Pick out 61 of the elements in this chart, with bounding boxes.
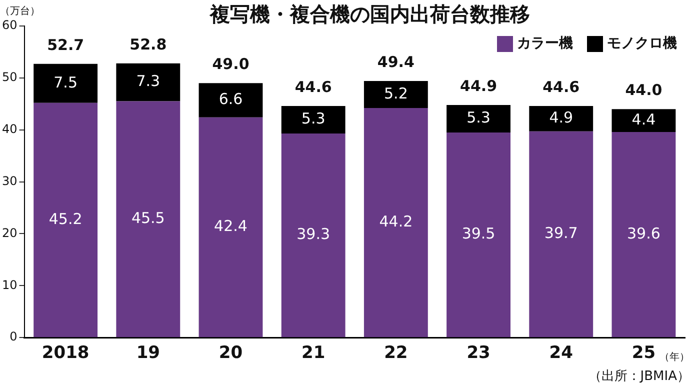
data-label: 7.5: [54, 73, 78, 92]
total-label: 44.6: [542, 78, 580, 96]
bar: [612, 132, 676, 338]
bar: [198, 83, 263, 118]
data-label: 39.6: [627, 224, 660, 242]
data-label: 39.5: [462, 224, 496, 243]
total-label: 49.0: [212, 55, 250, 74]
bar: [612, 109, 676, 132]
x-tick-label: 22: [384, 343, 408, 364]
y-tick-label: 40: [2, 122, 18, 136]
x-tick-label: 23: [466, 343, 490, 364]
bar: [446, 104, 510, 132]
data-label: 42.4: [214, 217, 248, 236]
x-tick-label: 19: [136, 343, 160, 364]
bar: [529, 131, 594, 338]
x-tick-label: 21: [302, 343, 326, 364]
total-label: 44.0: [625, 80, 662, 99]
bar: [34, 102, 98, 338]
data-label: 45.2: [48, 210, 82, 228]
bar: [364, 108, 428, 338]
data-label: 4.4: [632, 110, 656, 128]
data-label: 6.6: [218, 90, 243, 108]
total-label: 44.9: [460, 76, 498, 95]
data-label: 4.9: [549, 108, 574, 127]
bar: [364, 81, 428, 108]
data-label: 44.2: [379, 212, 413, 230]
x-tick-label: 2018: [42, 343, 90, 364]
bar: [116, 101, 180, 338]
bar: [281, 134, 346, 338]
y-tick-label: 20: [2, 226, 18, 240]
data-label: 5.3: [301, 110, 326, 128]
y-tick-label: 60: [2, 18, 18, 32]
data-label: 39.3: [296, 225, 330, 244]
legend-label: カラー機: [517, 36, 573, 52]
x-tick-label: 25: [632, 343, 656, 364]
bar: [116, 63, 180, 102]
bar: [34, 64, 98, 103]
y-tick-label: 0: [10, 330, 18, 344]
bar: [198, 117, 263, 338]
y-tick-label: 30: [2, 174, 18, 188]
data-label: 39.7: [544, 224, 578, 242]
x-tick-label: 20: [218, 343, 243, 364]
total-label: 52.7: [47, 36, 84, 54]
data-label: 5.3: [466, 108, 490, 127]
y-tick-label: 50: [2, 70, 18, 84]
bar: [529, 106, 594, 132]
chart-title: 複写機・複合機の国内出荷台数推移: [209, 2, 530, 26]
x-axis-title: （年）: [660, 351, 690, 363]
data-label: 7.3: [136, 72, 160, 90]
bar: [446, 132, 510, 338]
legend-label: モノクロ機: [607, 36, 677, 52]
total-label: 49.4: [377, 52, 414, 71]
bar: [281, 106, 346, 134]
total-label: 52.8: [130, 35, 167, 54]
x-tick-label: 24: [549, 343, 574, 364]
total-label: 44.6: [294, 78, 332, 96]
data-label: 45.5: [131, 209, 165, 228]
y-axis-title: （万台）: [0, 5, 40, 17]
data-label: 5.2: [384, 84, 408, 102]
text: （出所：JBMIA）: [588, 369, 690, 384]
y-tick-label: 10: [2, 278, 18, 292]
